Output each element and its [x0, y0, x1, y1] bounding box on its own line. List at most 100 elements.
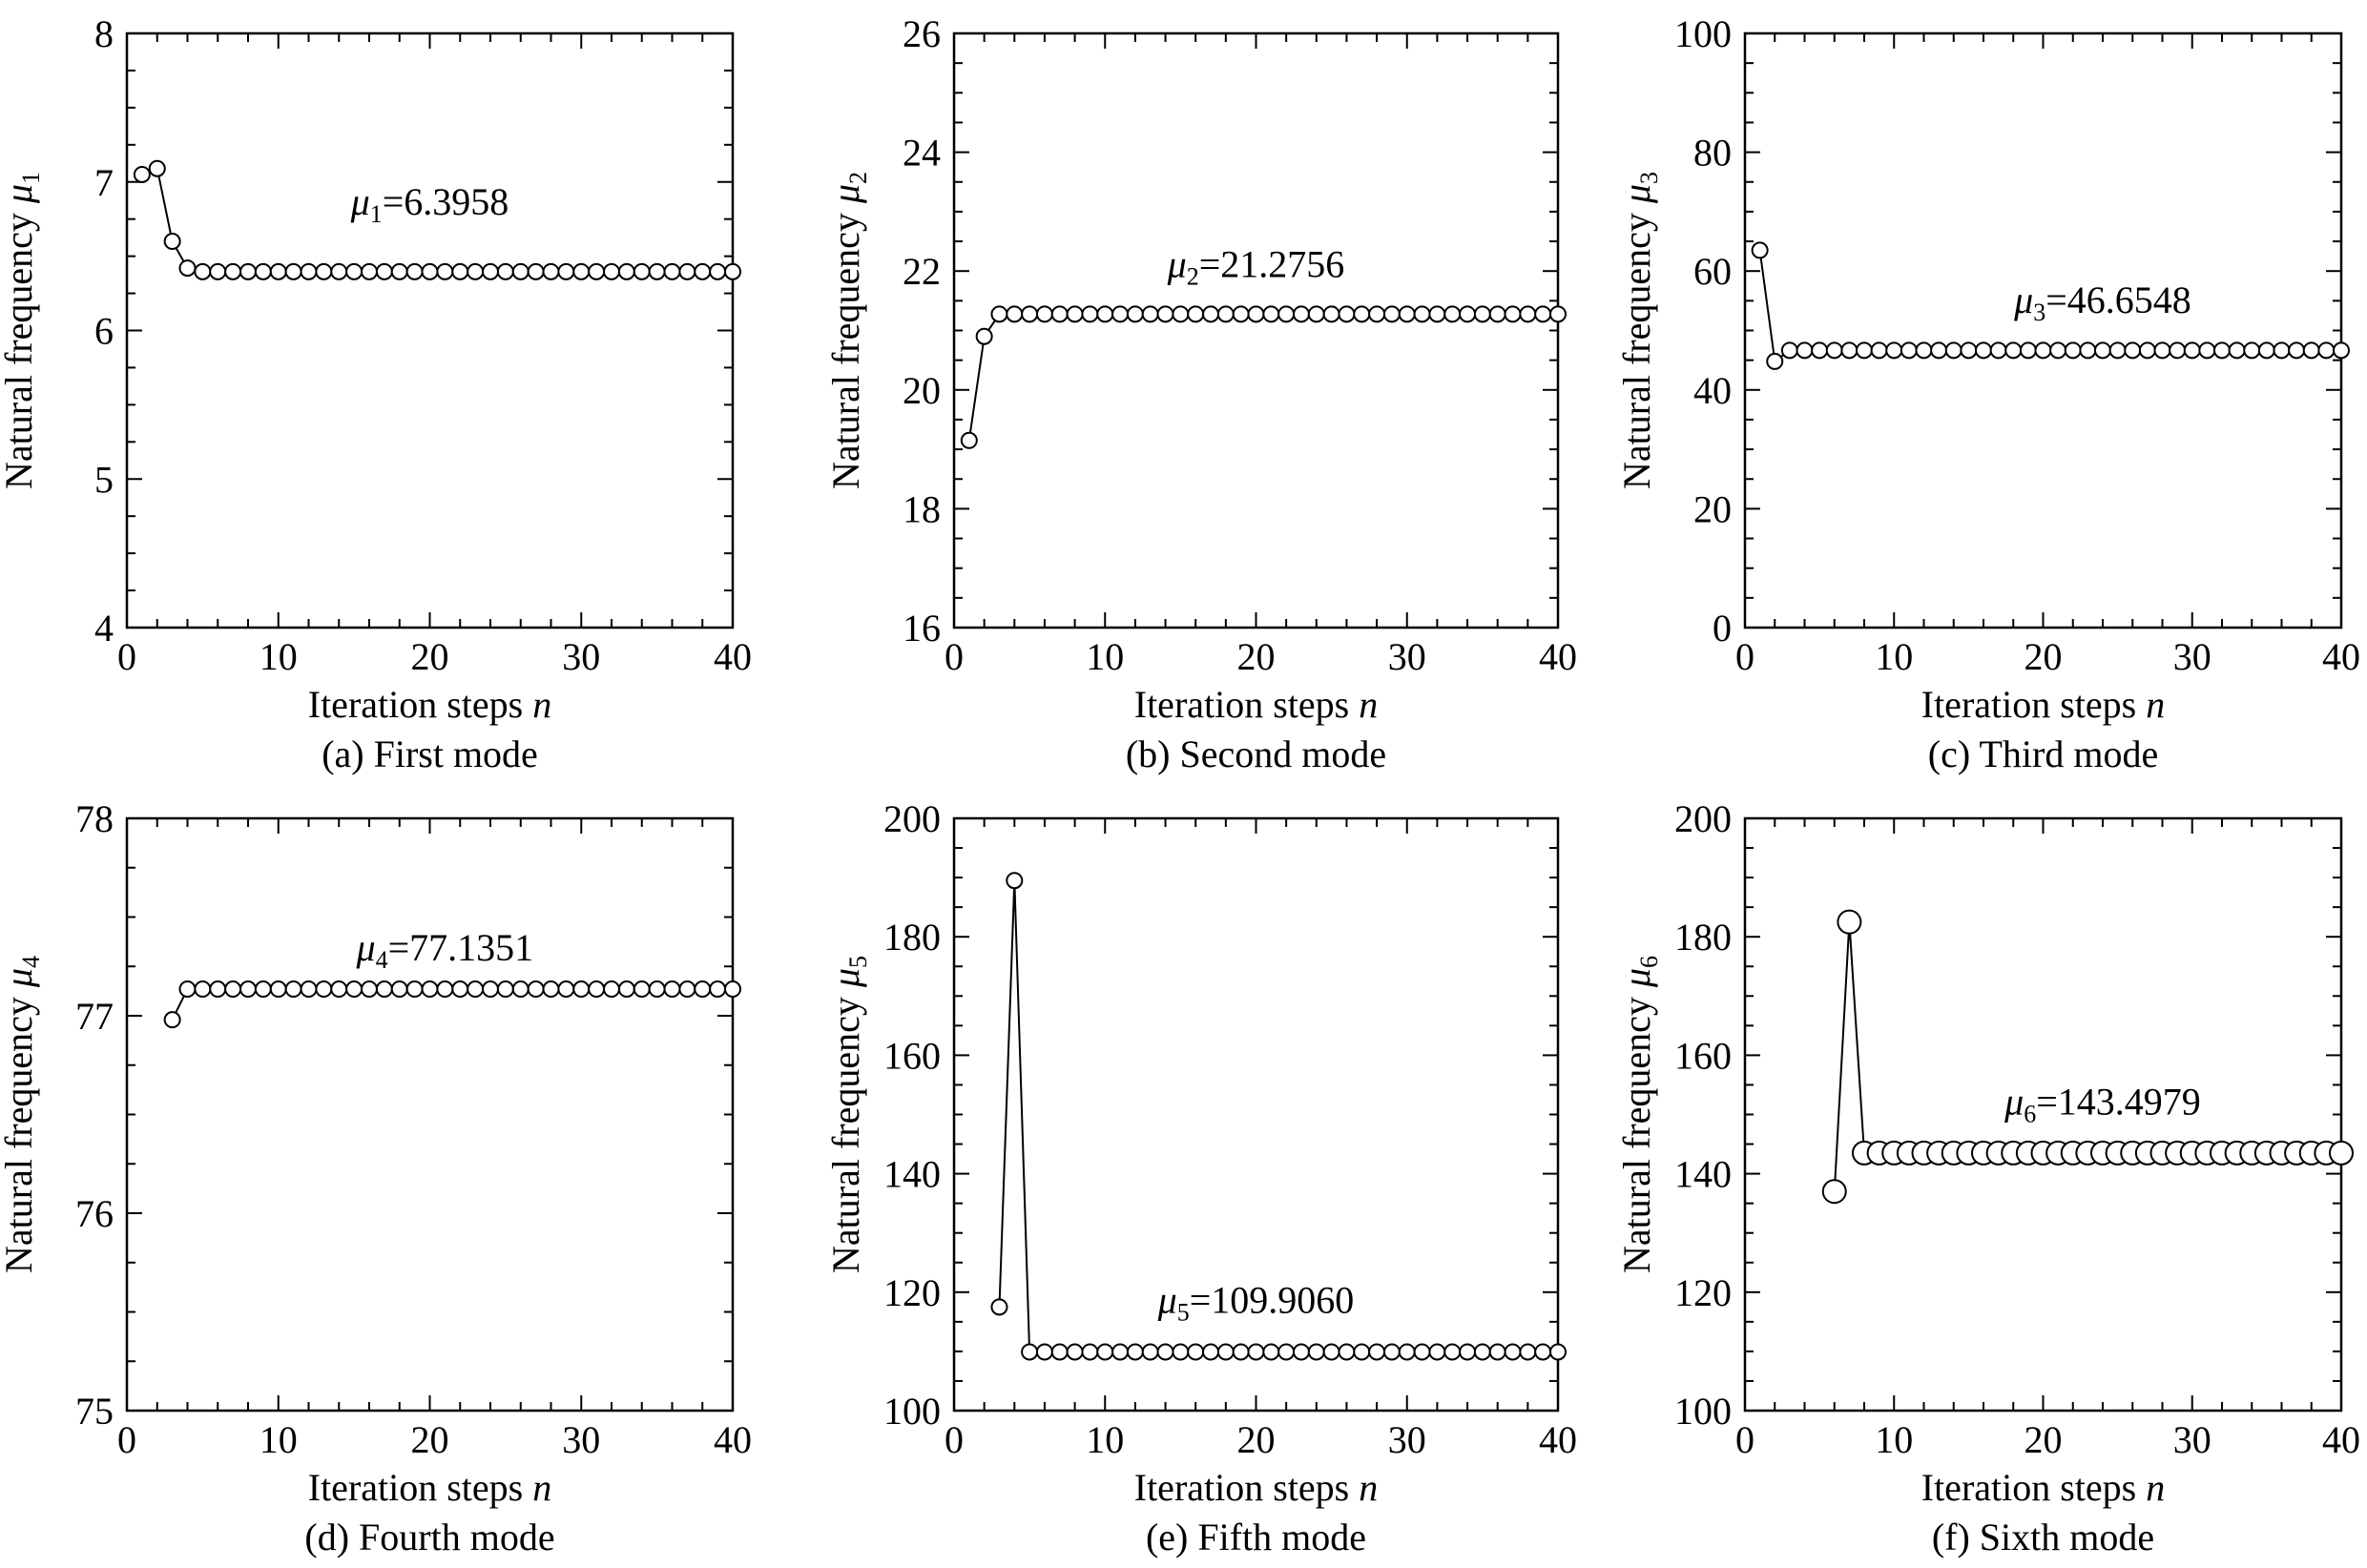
- data-point: [1837, 909, 1862, 935]
- data-point: [1111, 1343, 1130, 1361]
- y-tick-label: 160: [1674, 1034, 1732, 1077]
- data-point: [254, 980, 272, 999]
- data-point: [527, 262, 545, 280]
- data-point: [1292, 1343, 1310, 1361]
- data-point: [1021, 305, 1039, 323]
- data-point: [724, 980, 741, 999]
- data-point: [1050, 1343, 1069, 1361]
- converged-value-annotation: μ3=46.6548: [2013, 279, 2191, 326]
- data-point: [2302, 341, 2320, 360]
- data-point: [269, 980, 287, 999]
- data-point: [2138, 341, 2156, 360]
- data-point: [1066, 305, 1084, 323]
- data-point: [2004, 341, 2023, 360]
- data-point: [1187, 1343, 1205, 1361]
- data-point: [511, 262, 529, 280]
- data-point: [2079, 341, 2097, 360]
- y-tick-label: 78: [75, 797, 114, 840]
- x-tick-label: 10: [260, 635, 298, 678]
- data-point: [482, 262, 499, 280]
- data-point: [421, 980, 439, 999]
- converged-value-annotation: μ2=21.2756: [1167, 242, 1345, 290]
- data-point: [239, 262, 257, 280]
- data-point: [405, 262, 424, 280]
- data-point: [224, 980, 242, 999]
- data-point: [1413, 1343, 1431, 1361]
- data-point: [1766, 352, 1784, 370]
- data-point: [375, 980, 393, 999]
- data-point: [451, 262, 469, 280]
- data-point: [511, 980, 529, 999]
- y-axis-title: Natural frequency μ3: [1615, 172, 1663, 489]
- plot-frame: [125, 816, 735, 1413]
- data-point: [1504, 305, 1522, 323]
- data-point: [1519, 305, 1537, 323]
- data-point: [603, 262, 620, 280]
- data-point: [527, 980, 545, 999]
- data-point: [1035, 305, 1053, 323]
- data-point: [678, 262, 696, 280]
- data-point: [2288, 341, 2306, 360]
- data-point: [1006, 872, 1024, 890]
- panel-caption: (a) First mode: [322, 732, 538, 775]
- x-tick-label: 0: [945, 1418, 964, 1461]
- y-tick-label: 100: [1674, 1390, 1732, 1433]
- data-point: [648, 262, 666, 280]
- data-point: [975, 327, 993, 345]
- y-tick-label: 5: [94, 458, 114, 501]
- data-point: [2064, 341, 2082, 360]
- data-point: [1081, 1343, 1099, 1361]
- data-point: [1156, 1343, 1174, 1361]
- data-point: [1202, 305, 1220, 323]
- converged-value-annotation: μ6=143.4979: [2004, 1081, 2201, 1128]
- data-point: [709, 980, 727, 999]
- data-point: [300, 262, 318, 280]
- data-point: [1338, 305, 1356, 323]
- y-tick-label: 24: [903, 132, 941, 175]
- data-point: [1368, 1343, 1386, 1361]
- data-point: [1885, 341, 1903, 360]
- x-tick-label: 30: [1388, 1418, 1426, 1461]
- data-point: [709, 262, 727, 280]
- data-point: [694, 980, 712, 999]
- data-point: [557, 980, 575, 999]
- data-point: [1006, 305, 1024, 323]
- plot-frame: [952, 816, 1560, 1413]
- y-tick-label: 160: [883, 1034, 941, 1077]
- x-tick-label: 0: [117, 635, 136, 678]
- data-point: [1126, 1343, 1144, 1361]
- plot-frame: [125, 31, 735, 629]
- data-point: [1338, 1343, 1356, 1361]
- x-tick-label: 20: [1237, 635, 1276, 678]
- data-point: [1975, 341, 1992, 360]
- data-point: [390, 980, 408, 999]
- x-tick-label: 40: [714, 1418, 752, 1461]
- data-point: [1202, 1343, 1220, 1361]
- x-tick-label: 40: [714, 635, 752, 678]
- x-tick-label: 20: [1237, 1418, 1276, 1461]
- chart-panel-2: 0 10 20 30 40 16 18 20 22 24 26 Iteration steps n (b…: [824, 12, 1577, 775]
- data-point: [1216, 1343, 1235, 1361]
- y-tick-label: 20: [903, 369, 941, 412]
- data-point: [663, 262, 681, 280]
- y-tick-label: 80: [1693, 132, 1732, 175]
- data-point: [330, 262, 348, 280]
- data-point: [572, 980, 591, 999]
- plot-frame: [952, 31, 1560, 629]
- data-point: [1126, 305, 1144, 323]
- data-point: [1021, 1343, 1039, 1361]
- x-tick-label: 10: [1086, 1418, 1124, 1461]
- data-point: [1488, 305, 1506, 323]
- data-point: [1353, 305, 1371, 323]
- data-point: [1428, 1343, 1446, 1361]
- data-point: [1277, 1343, 1296, 1361]
- data-point: [345, 980, 363, 999]
- y-tick-label: 16: [903, 607, 941, 650]
- x-tick-label: 40: [2322, 635, 2360, 678]
- data-point: [2257, 341, 2275, 360]
- data-point: [1262, 305, 1280, 323]
- data-point: [2228, 341, 2246, 360]
- data-point: [1292, 305, 1310, 323]
- data-point: [617, 262, 635, 280]
- y-axis-title: Natural frequency μ5: [824, 956, 872, 1273]
